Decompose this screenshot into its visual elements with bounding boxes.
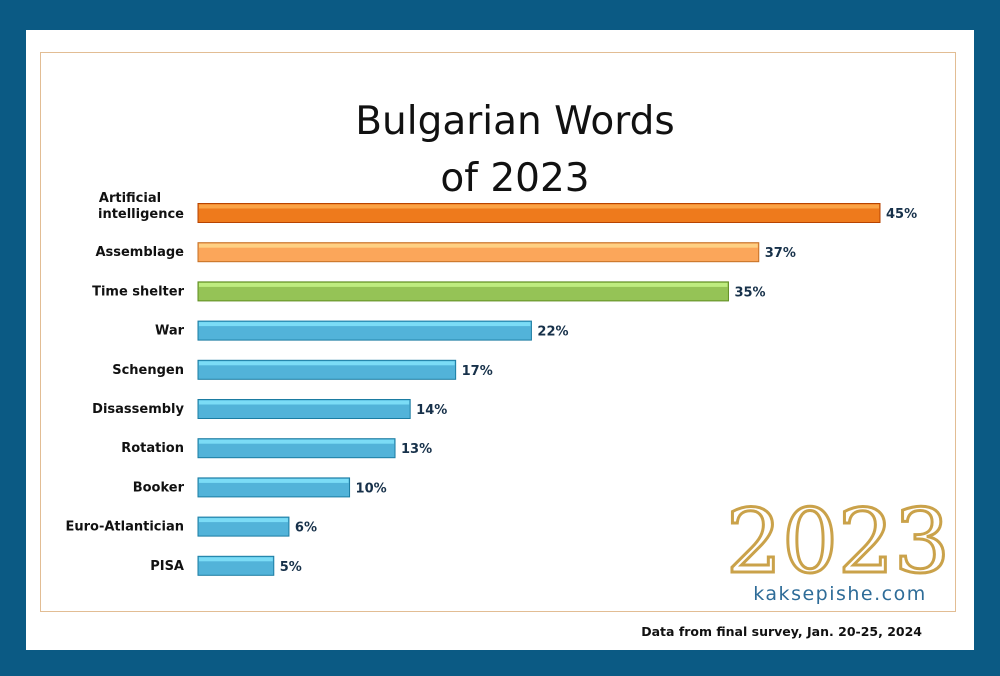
category-label: Artificial <box>99 191 161 206</box>
year-logo: 2023 kaksepishe.com <box>725 489 952 606</box>
value-label: 6% <box>295 521 317 536</box>
bar-highlight <box>199 478 349 483</box>
bars <box>197 203 881 576</box>
chart-frame <box>40 52 956 612</box>
category-label: Euro-Atlantician <box>66 520 185 535</box>
bar-highlight <box>199 204 879 209</box>
bar-highlight <box>199 322 531 327</box>
value-label: 45% <box>886 207 917 222</box>
bar-highlight <box>199 557 273 562</box>
value-label: 37% <box>765 246 796 261</box>
value-labels: 45% 37% 35% 22% 17% 14% 13% 10% 6% 5% <box>280 207 917 575</box>
bar-chart: Bulgarian Words of 2023 Artificialintell… <box>66 99 952 606</box>
chart-card: Bulgarian Words of 2023 Artificial intell… <box>26 30 974 650</box>
chart-title-line-1: Bulgarian Words <box>355 99 674 144</box>
category-label: intelligence <box>98 207 184 222</box>
category-label: Disassembly <box>92 402 184 417</box>
bar-highlight <box>199 243 758 248</box>
value-label: 17% <box>462 364 493 379</box>
category-label: War <box>155 324 185 339</box>
category-label: Rotation <box>121 441 184 456</box>
category-label: Schengen <box>112 363 184 378</box>
category-label: PISA <box>150 559 184 574</box>
bar-highlight <box>199 282 728 287</box>
value-label: 5% <box>280 560 302 575</box>
chart-title-line-2: of 2023 <box>440 156 589 201</box>
value-label: 10% <box>356 481 387 496</box>
category-label: Time shelter <box>92 284 185 299</box>
source-note: Data from final survey, Jan. 20-25, 2024 <box>641 624 922 639</box>
value-label: 35% <box>734 285 765 300</box>
category-label: Assemblage <box>95 245 184 260</box>
logo-year-text: 2023 <box>726 490 950 593</box>
value-label: 22% <box>537 325 568 340</box>
category-label: Booker <box>133 480 185 495</box>
value-label: 13% <box>401 442 432 457</box>
bar-highlight <box>199 400 410 405</box>
bar-highlight <box>199 518 288 523</box>
chart-title: Bulgarian Words of 2023 <box>355 99 674 201</box>
logo-site-text: kaksepishe.com <box>753 583 927 605</box>
bar-highlight <box>199 439 395 444</box>
bar-highlight <box>199 361 455 366</box>
value-label: 14% <box>416 403 447 418</box>
